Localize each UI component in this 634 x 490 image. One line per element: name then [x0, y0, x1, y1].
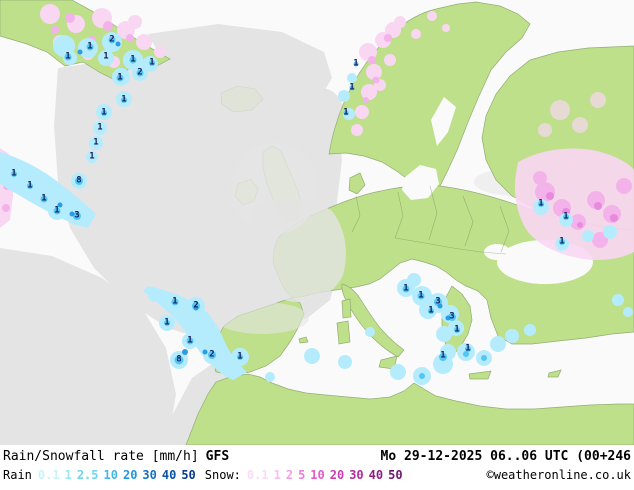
snow-label: Snow: — [204, 468, 241, 482]
cloud-norwegian-sea — [297, 88, 345, 148]
cloud-bottom-left — [0, 248, 176, 445]
denmark-landmass — [348, 172, 366, 195]
rain-band-left-edge — [0, 152, 96, 228]
forecast-datetime: Mo 29-12-2025 06..06 UTC (00+246 — [380, 449, 631, 464]
north-africa-landmass — [185, 373, 634, 445]
legend-value: 10 — [310, 468, 325, 482]
snow-scandinavia — [351, 11, 450, 136]
legend-value: 1 — [64, 468, 72, 482]
rain-mediterranean — [265, 324, 536, 385]
rain-label: Rain — [3, 468, 32, 482]
product-title-group: Rain/Snowfall rate [mm/h] GFS — [3, 449, 229, 464]
corsica-island — [341, 298, 352, 319]
legend-value: 20 — [122, 468, 138, 482]
model-name: GFS — [205, 449, 230, 464]
baltic-sea — [402, 165, 439, 200]
legend-value: 1 — [273, 468, 281, 482]
legend-value: 20 — [329, 468, 345, 482]
cloud-top-center — [148, 24, 332, 106]
cyprus-island — [547, 369, 562, 378]
legend-value: 2.5 — [76, 468, 99, 482]
rain-black-sea-region — [533, 199, 633, 317]
rain-norway-coast — [338, 61, 359, 120]
rain-legend-values: 0.1 1 2.5 10 20 30 40 50 — [38, 468, 201, 482]
footer-legend-row: Rain 0.1 1 2.5 10 20 30 40 50 Snow: 0.1 1 2 5 10 20 3… — [0, 468, 634, 482]
copyright: ©weatheronline.co.uk — [486, 468, 632, 482]
legend-value: 50 — [181, 468, 196, 482]
rain-balkans — [397, 273, 464, 342]
legend-value: 5 — [298, 468, 306, 482]
europe-weather-map — [0, 0, 634, 445]
sardinia-island — [336, 320, 351, 345]
legend-value: 30 — [349, 468, 364, 482]
legend-value: 0.1 — [246, 468, 269, 482]
balearic-islands — [298, 336, 309, 344]
rain-band-mid-atlantic — [143, 286, 249, 380]
rain-greenland-south — [53, 32, 158, 163]
cloud-over-north-iberia — [215, 302, 309, 334]
legend-value: 10 — [103, 468, 118, 482]
snow-legend-values: 0.1 1 2 5 10 20 30 40 50 — [247, 468, 408, 482]
snow-northeast — [538, 92, 606, 137]
legend-value: 50 — [388, 468, 403, 482]
footer: Rain/Snowfall rate [mm/h] GFS Mo 29-12-20… — [0, 445, 634, 490]
legend-value: 0.1 — [37, 468, 60, 482]
crete-island — [468, 370, 492, 380]
cloud-cover-layer — [0, 24, 558, 445]
country-borders — [351, 185, 510, 255]
product-title: Rain/Snowfall rate [mm/h] — [3, 449, 199, 464]
legend-value: 2 — [285, 468, 294, 482]
footer-title-row: Rain/Snowfall rate [mm/h] GFS Mo 29-12-20… — [0, 445, 634, 464]
legend-value: 30 — [142, 468, 157, 482]
land-cloud-overlays — [215, 85, 346, 334]
cloud-over-iceland — [215, 85, 269, 115]
legend-value: 40 — [368, 468, 384, 482]
gulf-of-bothnia — [431, 97, 456, 146]
cloud-over-france — [251, 198, 346, 303]
legend-value: 40 — [161, 468, 177, 482]
italy-landmass — [341, 283, 405, 358]
black-sea-west — [484, 244, 510, 260]
